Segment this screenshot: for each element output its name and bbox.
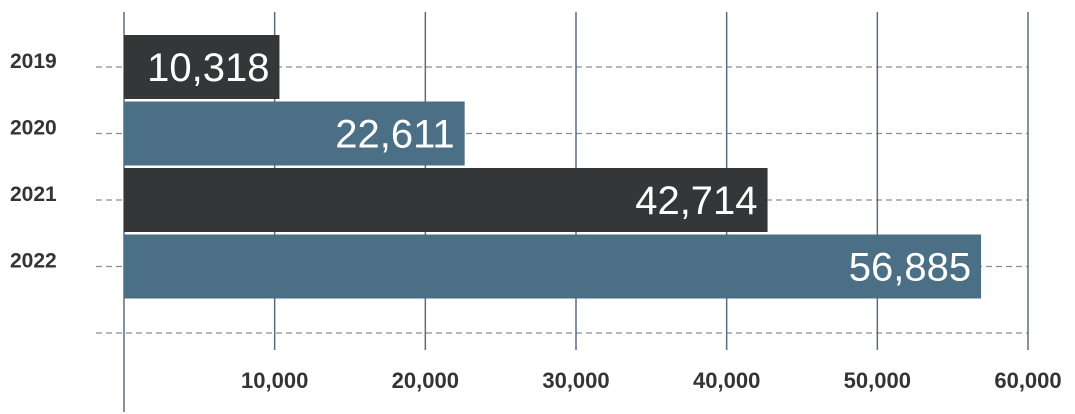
category-label: 2019 <box>10 50 57 73</box>
x-tick-label: 50,000 <box>844 368 911 393</box>
bar-value-label: 42,714 <box>635 179 757 223</box>
x-tick-label: 40,000 <box>693 368 760 393</box>
x-tick-label: 20,000 <box>392 368 459 393</box>
x-tick-label: 10,000 <box>241 368 308 393</box>
bar-2022 <box>124 234 982 299</box>
bar-2021 <box>124 168 768 232</box>
x-tick-label: 60,000 <box>994 368 1061 393</box>
category-label: 2020 <box>10 117 57 140</box>
bar-2020 <box>124 101 465 166</box>
bar-value-label: 10,318 <box>147 46 269 90</box>
category-label: 2021 <box>10 183 57 206</box>
bar-2019 <box>124 35 280 99</box>
category-label: 2022 <box>10 250 57 273</box>
bar-value-label: 22,611 <box>335 113 454 157</box>
x-tick-label: 30,000 <box>542 368 609 393</box>
bar-value-label: 56,885 <box>849 246 971 290</box>
